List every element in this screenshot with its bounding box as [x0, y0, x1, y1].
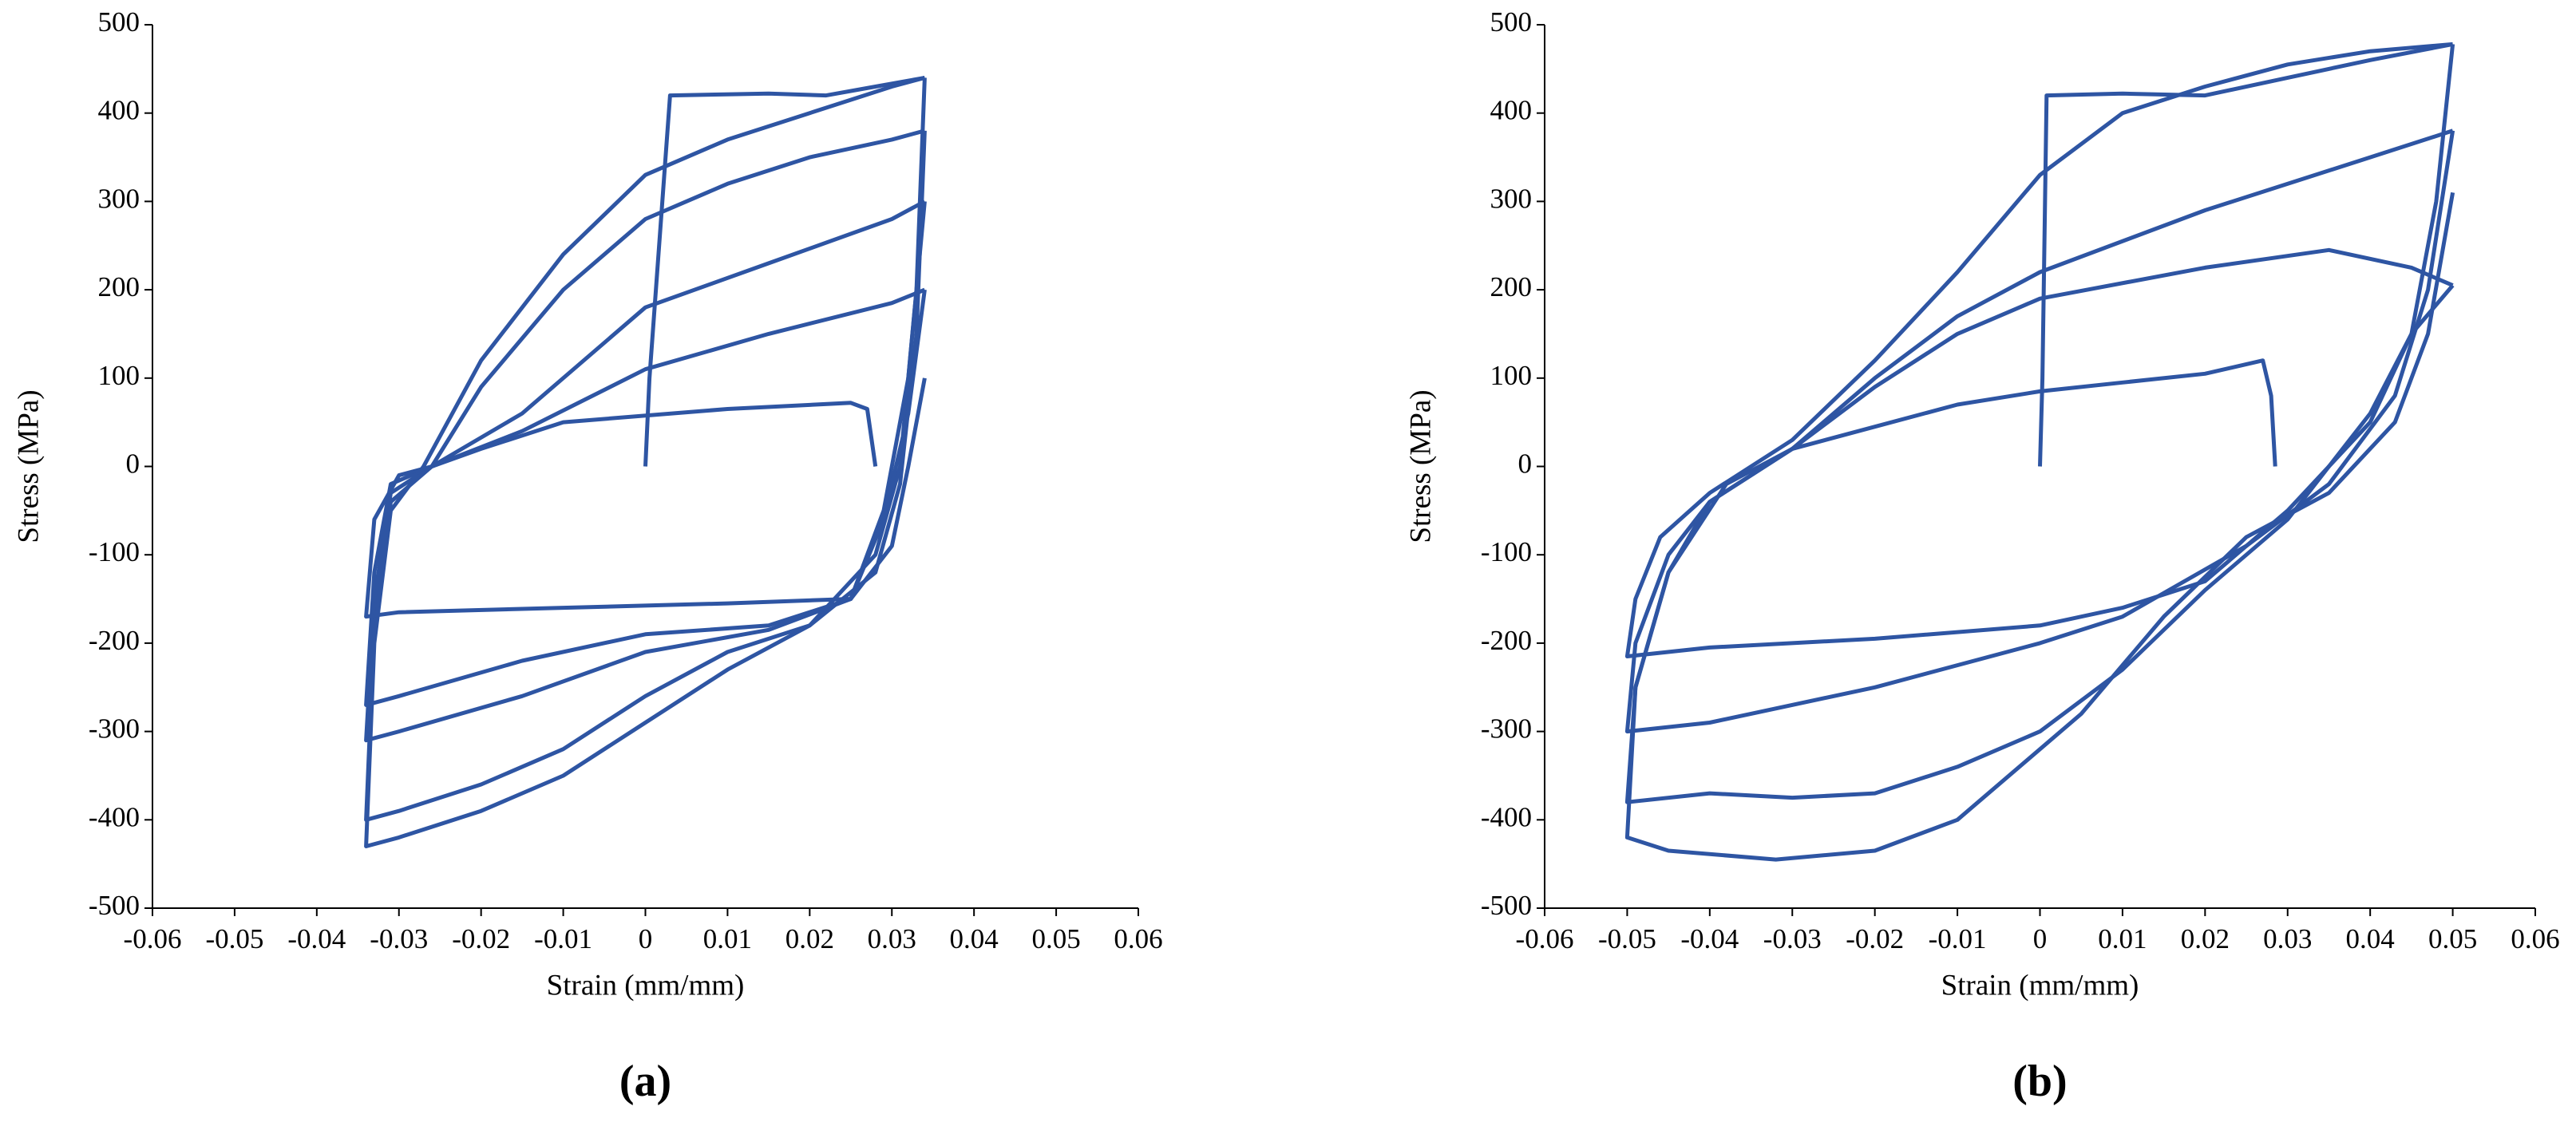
y-tick-label: -400: [89, 801, 140, 832]
x-tick-label: 0.05: [2428, 923, 2477, 954]
x-tick-label: -0.04: [1680, 923, 1739, 954]
data-line: [2038, 41, 2454, 467]
x-tick-label: -0.06: [1516, 923, 1574, 954]
x-tick-label: 0.01: [703, 923, 752, 954]
y-tick-label: 100: [1490, 360, 1533, 391]
x-tick-label: -0.03: [1763, 923, 1822, 954]
data-line: [1624, 128, 2455, 734]
y-tick-label: -200: [1481, 625, 1532, 656]
y-tick-label: -100: [1481, 536, 1532, 567]
x-tick-label: -0.01: [534, 923, 592, 954]
y-tick-label: -500: [89, 890, 140, 921]
caption: (a): [619, 1057, 671, 1106]
x-tick-label: 0: [2033, 923, 2048, 954]
x-tick-label: 0.04: [950, 923, 999, 954]
x-tick-label: -0.05: [1598, 923, 1656, 954]
y-tick-label: -200: [89, 625, 140, 656]
x-tick-label: -0.02: [452, 923, 510, 954]
y-tick-label: 0: [126, 448, 140, 480]
panel: -500 -400 -300 -200 -100 0 100 200 300 400 500 -0.0…: [1404, 6, 2559, 1106]
y-tick-label: 100: [98, 360, 140, 391]
x-axis-label: Strain (mm/mm): [547, 969, 745, 1002]
x-tick-label: -0.06: [124, 923, 182, 954]
y-tick-label: 300: [98, 183, 140, 214]
x-tick-label: 0.05: [1031, 923, 1080, 954]
x-tick-label: 0.03: [2263, 923, 2312, 954]
x-tick-label: 0.04: [2346, 923, 2395, 954]
data-line: [1624, 41, 2455, 658]
x-tick-label: -0.03: [370, 923, 428, 954]
x-tick-label: -0.04: [287, 923, 346, 954]
y-tick-label: 200: [1490, 271, 1533, 302]
y-tick-label: -300: [1481, 713, 1532, 745]
data-line: [643, 75, 925, 467]
y-tick-label: 500: [1490, 6, 1533, 38]
x-axis-label: Strain (mm/mm): [1941, 969, 2139, 1002]
y-tick-label: 400: [98, 95, 140, 126]
y-tick-label: 300: [1490, 183, 1533, 214]
x-tick-label: 0.06: [1114, 923, 1162, 954]
y-tick-label: -300: [89, 713, 140, 745]
x-tick-label: -0.02: [1846, 923, 1904, 954]
y-tick-label: -400: [1481, 801, 1532, 832]
data-line: [364, 200, 927, 743]
x-tick-label: 0.06: [2511, 923, 2559, 954]
y-tick-label: 400: [1490, 95, 1533, 126]
y-tick-label: 200: [98, 271, 140, 302]
data-line: [364, 75, 927, 848]
data-line: [364, 287, 927, 707]
y-tick-label: 500: [98, 6, 140, 38]
y-tick-label: 0: [1518, 448, 1533, 480]
data-line: [364, 377, 927, 619]
x-tick-label: 0.01: [2098, 923, 2147, 954]
x-tick-label: 0.02: [785, 923, 834, 954]
y-tick-label: -100: [89, 536, 140, 567]
y-axis-label: Stress (MPa): [1404, 389, 1437, 543]
panel: -500 -400 -300 -200 -100 0 100 200 300 400 500 -0.0…: [12, 6, 1162, 1106]
data-line: [1624, 192, 2455, 862]
x-tick-label: -0.01: [1929, 923, 1987, 954]
caption: (b): [2012, 1057, 2067, 1106]
x-tick-label: 0.03: [868, 923, 916, 954]
x-tick-label: -0.05: [205, 923, 263, 954]
y-tick-label: -500: [1481, 890, 1532, 921]
data-line: [1624, 283, 2455, 804]
x-tick-label: 0.02: [2181, 923, 2230, 954]
x-tick-label: 0: [639, 923, 653, 954]
y-axis-label: Stress (MPa): [12, 389, 45, 543]
